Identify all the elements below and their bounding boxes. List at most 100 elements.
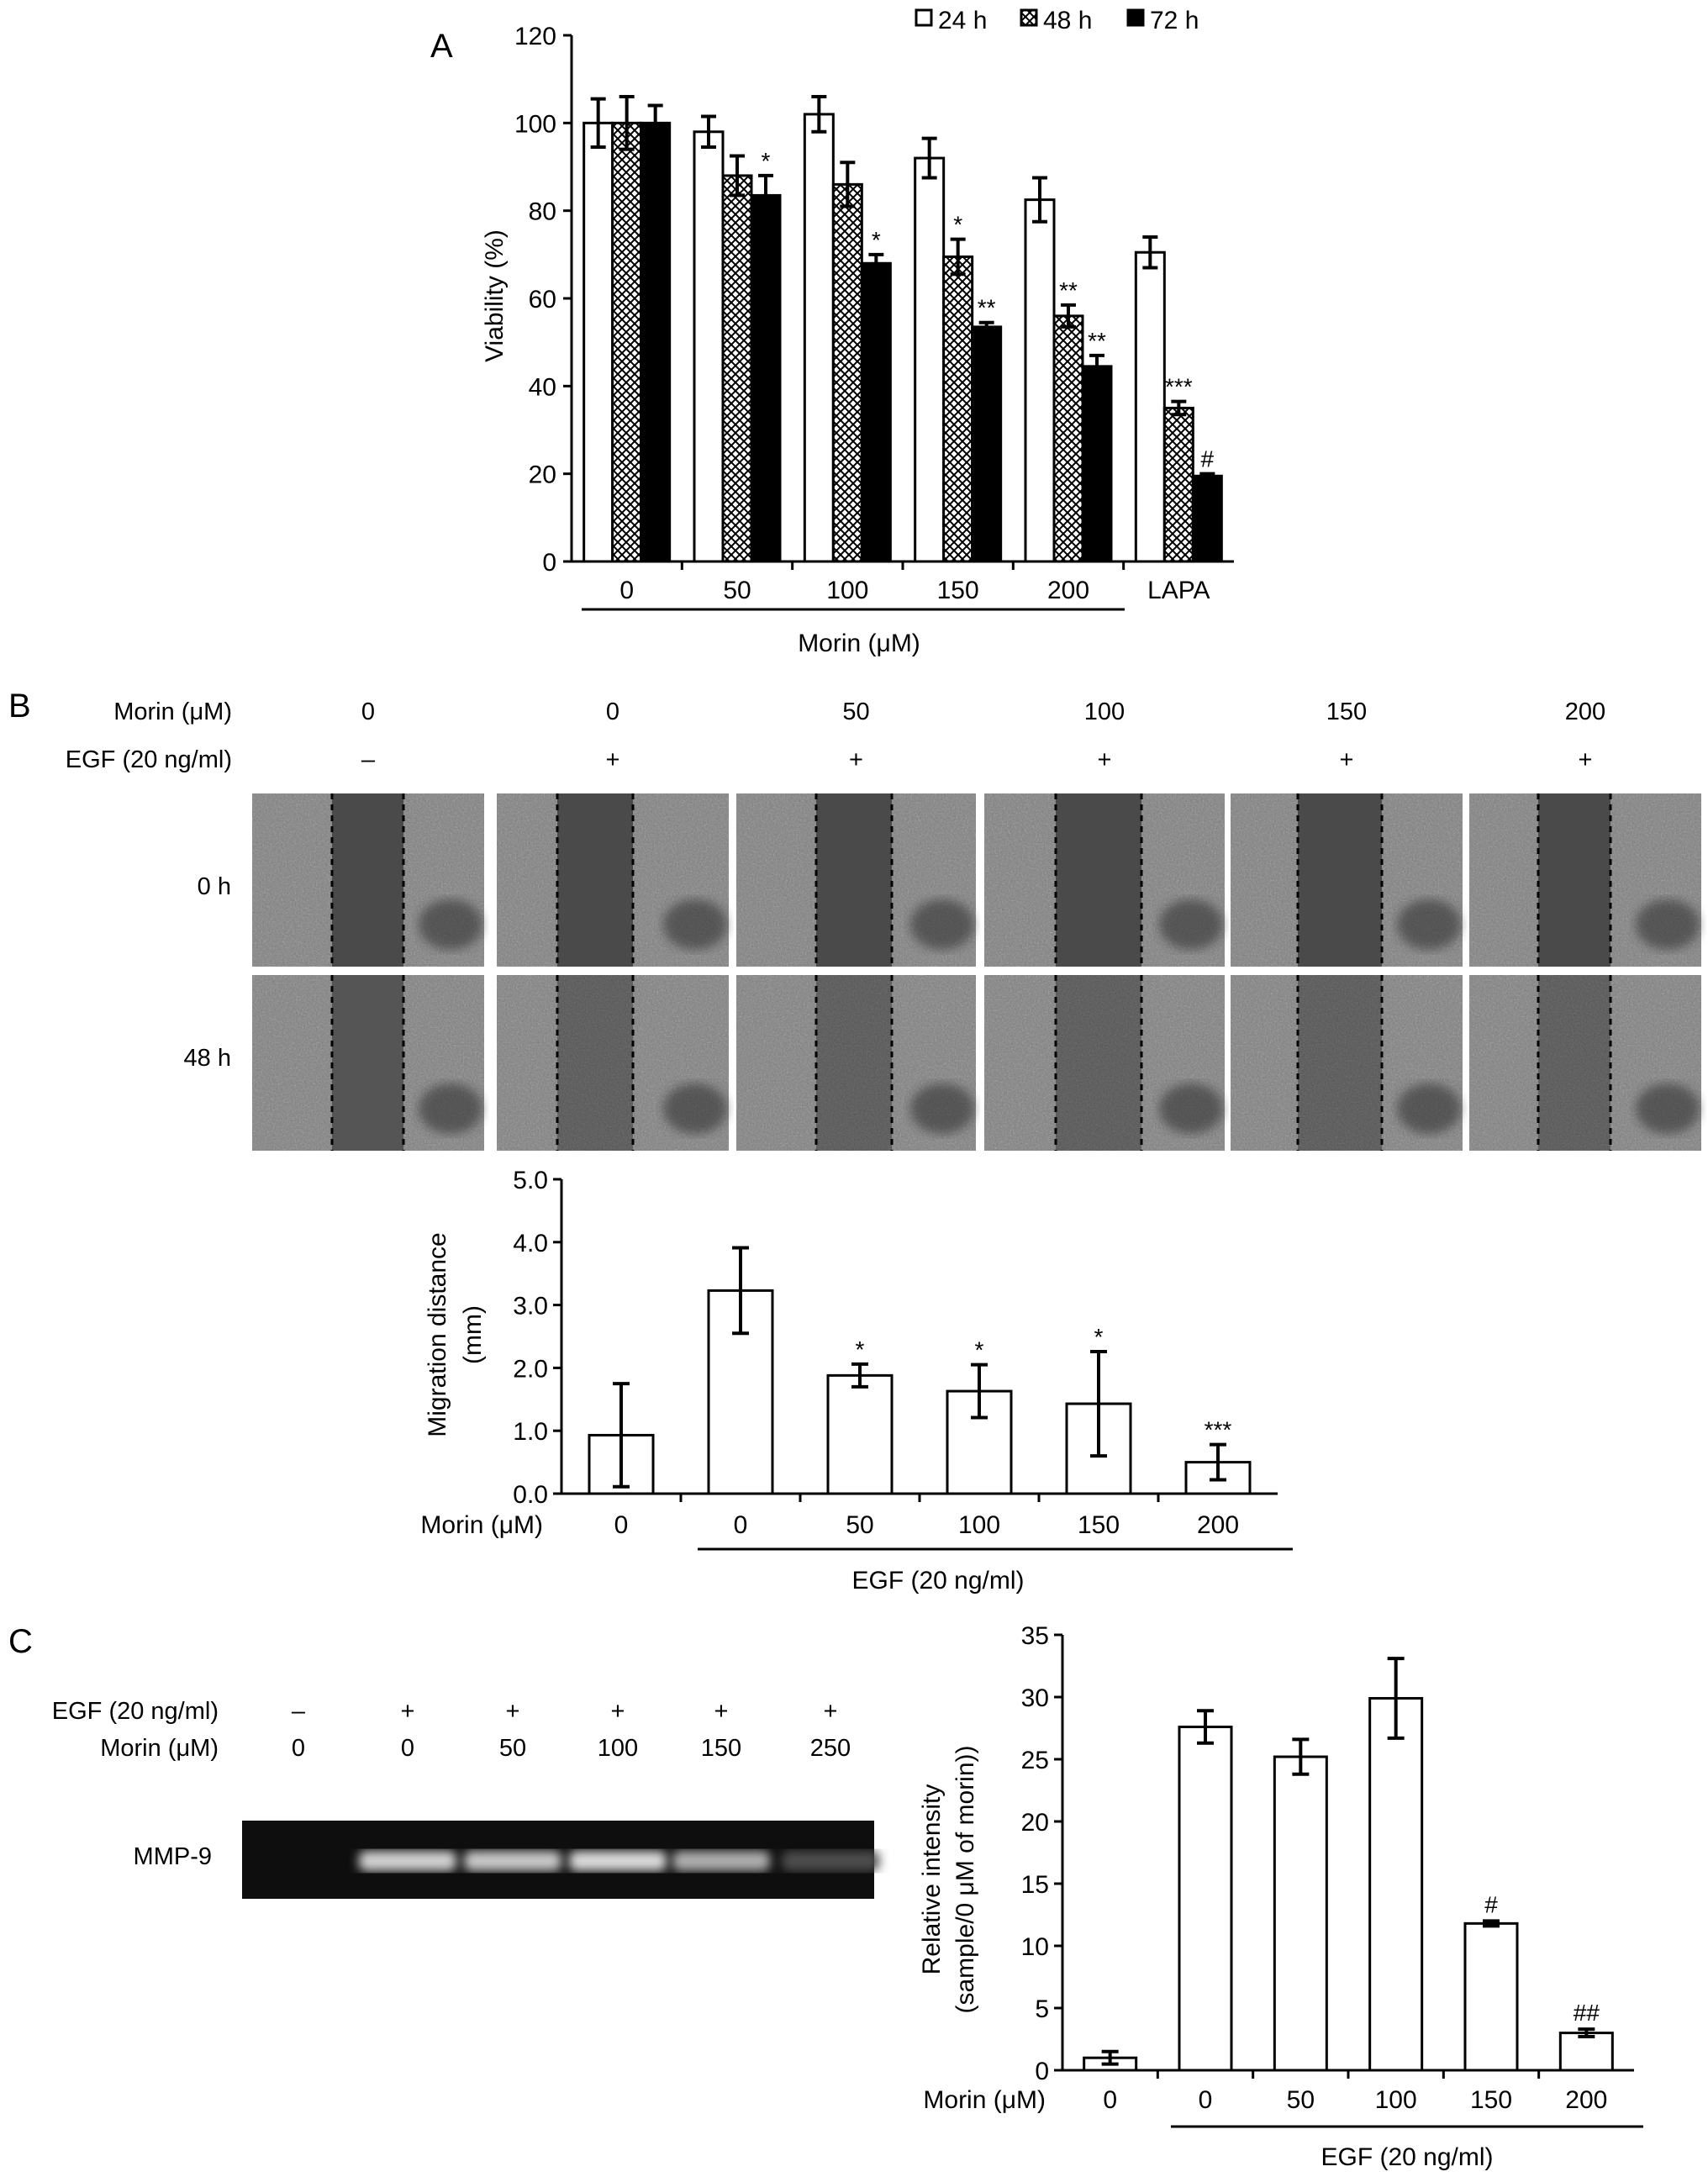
- panel-c-x-tick-label: 200: [1565, 2086, 1607, 2114]
- micrograph-48h-1: [497, 975, 729, 1151]
- panel-c-x-tick-label: 0: [1199, 2086, 1213, 2114]
- panel-b-x-tick-label: 0: [614, 1511, 629, 1539]
- panel-b-morin-value: 200: [1565, 698, 1605, 725]
- panel-b-morin-value: 0: [606, 698, 619, 725]
- micrograph-0h-5: [1469, 793, 1701, 967]
- wound-gap: [332, 975, 403, 1151]
- panel-a-y-axis-label: Viability (%): [481, 229, 509, 362]
- wound-gap: [332, 793, 403, 967]
- gel-morin-value: 50: [499, 1735, 526, 1762]
- dark-artifact: [910, 899, 974, 950]
- panel-a-error-bar: [950, 237, 966, 277]
- dark-artifact: [1159, 899, 1223, 950]
- panel-a-viability-chart: A 24 h 48 h 72 h Viability (%) 0 20 40 60 80 10…: [430, 7, 1234, 657]
- wound-gap: [1056, 793, 1141, 967]
- panel-a-y-tick-label: 80: [529, 198, 556, 226]
- micrograph-48h-4: [1231, 975, 1463, 1151]
- panel-c-error-bar: [1578, 2027, 1595, 2039]
- panel-c-gel-egf-label: EGF (20 ng/ml): [52, 1698, 219, 1725]
- panel-a-bar: [971, 325, 1003, 563]
- panel-a-y-tick-label: 120: [514, 23, 556, 50]
- panel-a-bar: [1081, 365, 1113, 563]
- panel-c-bar: [1273, 1755, 1328, 2072]
- panel-a-error-bar: [921, 136, 937, 180]
- panel-a-error-bar: [868, 252, 884, 274]
- panel-c-y-tick-label: 15: [1021, 1871, 1049, 1899]
- gel-morin-value: 150: [701, 1735, 741, 1762]
- mmp9-band: [464, 1851, 561, 1871]
- panel-b-significance-marker: ***: [1205, 1417, 1232, 1443]
- panel-b-morin-value: 100: [1084, 698, 1125, 725]
- legend-swatch-black: [1126, 8, 1145, 27]
- panel-a-x-tick-label: 100: [826, 577, 868, 604]
- micrograph-48h-3: [984, 975, 1225, 1151]
- panel-b-x-tick-label: 0: [734, 1511, 748, 1539]
- dark-artifact: [419, 1083, 482, 1134]
- panel-a-bar: [1191, 474, 1223, 563]
- panel-a-bar: [1134, 250, 1166, 563]
- panel-b-egf-value: –: [361, 746, 376, 773]
- panel-c-significance-marker: #: [1484, 1891, 1498, 1917]
- panel-a-bar: [721, 174, 753, 563]
- panel-c-letter: C: [8, 1623, 33, 1660]
- panel-c-y-axis-label-line1: Relative intensity: [918, 1784, 946, 1975]
- micrograph-48h-2: [736, 975, 976, 1151]
- panel-b-error-bar: [1210, 1442, 1226, 1482]
- micrograph-0h-1: [497, 793, 729, 967]
- micrograph-0h-3: [984, 793, 1225, 967]
- panel-b-egf-group-label: EGF (20 ng/ml): [851, 1567, 1024, 1595]
- panel-a-y-tick-label: 20: [529, 461, 556, 489]
- panel-a-error-bar: [1089, 353, 1104, 379]
- panel-c-gel-morin-label: Morin (μM): [100, 1735, 219, 1762]
- gel-egf-value: +: [611, 1698, 625, 1725]
- panel-a-bar: [1162, 406, 1194, 563]
- panel-b-error-bar: [1090, 1349, 1107, 1458]
- panel-a-letter: A: [430, 28, 453, 65]
- panel-b-egf-value: +: [1098, 746, 1112, 773]
- panel-c-x-tick-label: 50: [1287, 2086, 1315, 2114]
- panel-a-significance-marker: *: [762, 148, 771, 174]
- panel-b-egf-value: +: [1340, 746, 1354, 773]
- panel-a-bar: [611, 121, 643, 563]
- panel-a-y-tick-label: 0: [542, 549, 556, 577]
- panel-a-bar: [860, 261, 892, 563]
- panel-a-error-bar: [1142, 235, 1158, 270]
- panel-a-significance-marker: *: [953, 212, 962, 238]
- panel-a-x-tick-label: 50: [723, 577, 751, 604]
- panel-c-error-bar: [1387, 1657, 1405, 1740]
- panel-b-x-tick-label: 150: [1078, 1511, 1120, 1539]
- panel-a-bar: [914, 156, 946, 563]
- micrograph-48h-0: [252, 975, 484, 1151]
- wound-gap: [816, 793, 892, 967]
- gel-egf-value: +: [824, 1698, 838, 1725]
- panel-a-bar: [693, 130, 725, 563]
- wound-gap: [557, 793, 633, 967]
- time-label-0h: 0 h: [198, 873, 231, 900]
- panel-b-y-tick-label: 4.0: [513, 1230, 548, 1257]
- panel-c-y-tick-label: 0: [1035, 2058, 1049, 2085]
- micrograph-0h-4: [1231, 793, 1463, 967]
- panel-c-bar: [1178, 1726, 1233, 2072]
- mmp9-band: [359, 1851, 456, 1871]
- panel-a-error-bar: [1171, 399, 1187, 417]
- panel-b-y-tick-label: 5.0: [513, 1167, 548, 1194]
- panel-a-error-bar: [758, 173, 773, 217]
- legend-label: 48 h: [1043, 7, 1092, 34]
- panel-b-morin-row-label: Morin (μM): [113, 698, 232, 725]
- panel-c-x-tick-label: 0: [1103, 2086, 1117, 2114]
- panel-b-plot: 0.0 1.0 2.0 3.0 4.0 5.0 0 0 * 50 * 100 * 150 *** 200: [513, 1167, 1278, 1539]
- panel-a-error-bar: [1199, 472, 1215, 480]
- panel-c-x-tick-label: 150: [1470, 2086, 1512, 2114]
- panel-a-error-bar: [619, 95, 635, 151]
- panel-b-y-tick-label: 3.0: [513, 1293, 548, 1320]
- panel-b-morin-value: 50: [842, 698, 869, 725]
- panel-b-wound-healing: B Morin (μM) EGF (20 ng/ml) 0 – 0 +50 +100 +1…: [8, 688, 1701, 1595]
- panel-c-morin-axis-label: Morin (μM): [923, 2086, 1046, 2114]
- panel-c-zymography: C EGF (20 ng/ml) Morin (μM) –0+0+50+100+…: [8, 1622, 1643, 2171]
- panel-b-significance-marker: *: [975, 1337, 984, 1363]
- migrated-cells: [1538, 975, 1610, 1151]
- gel-lane-headers: – 0 +0 +50 +100 +150 +250: [292, 1698, 851, 1762]
- panel-c-bar: [1558, 2032, 1614, 2072]
- dark-artifact: [419, 899, 482, 950]
- gel-morin-value: 250: [810, 1735, 851, 1762]
